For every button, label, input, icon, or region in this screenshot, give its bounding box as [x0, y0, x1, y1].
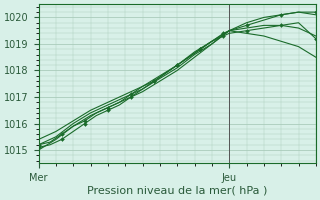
X-axis label: Pression niveau de la mer( hPa ): Pression niveau de la mer( hPa ): [87, 186, 268, 196]
